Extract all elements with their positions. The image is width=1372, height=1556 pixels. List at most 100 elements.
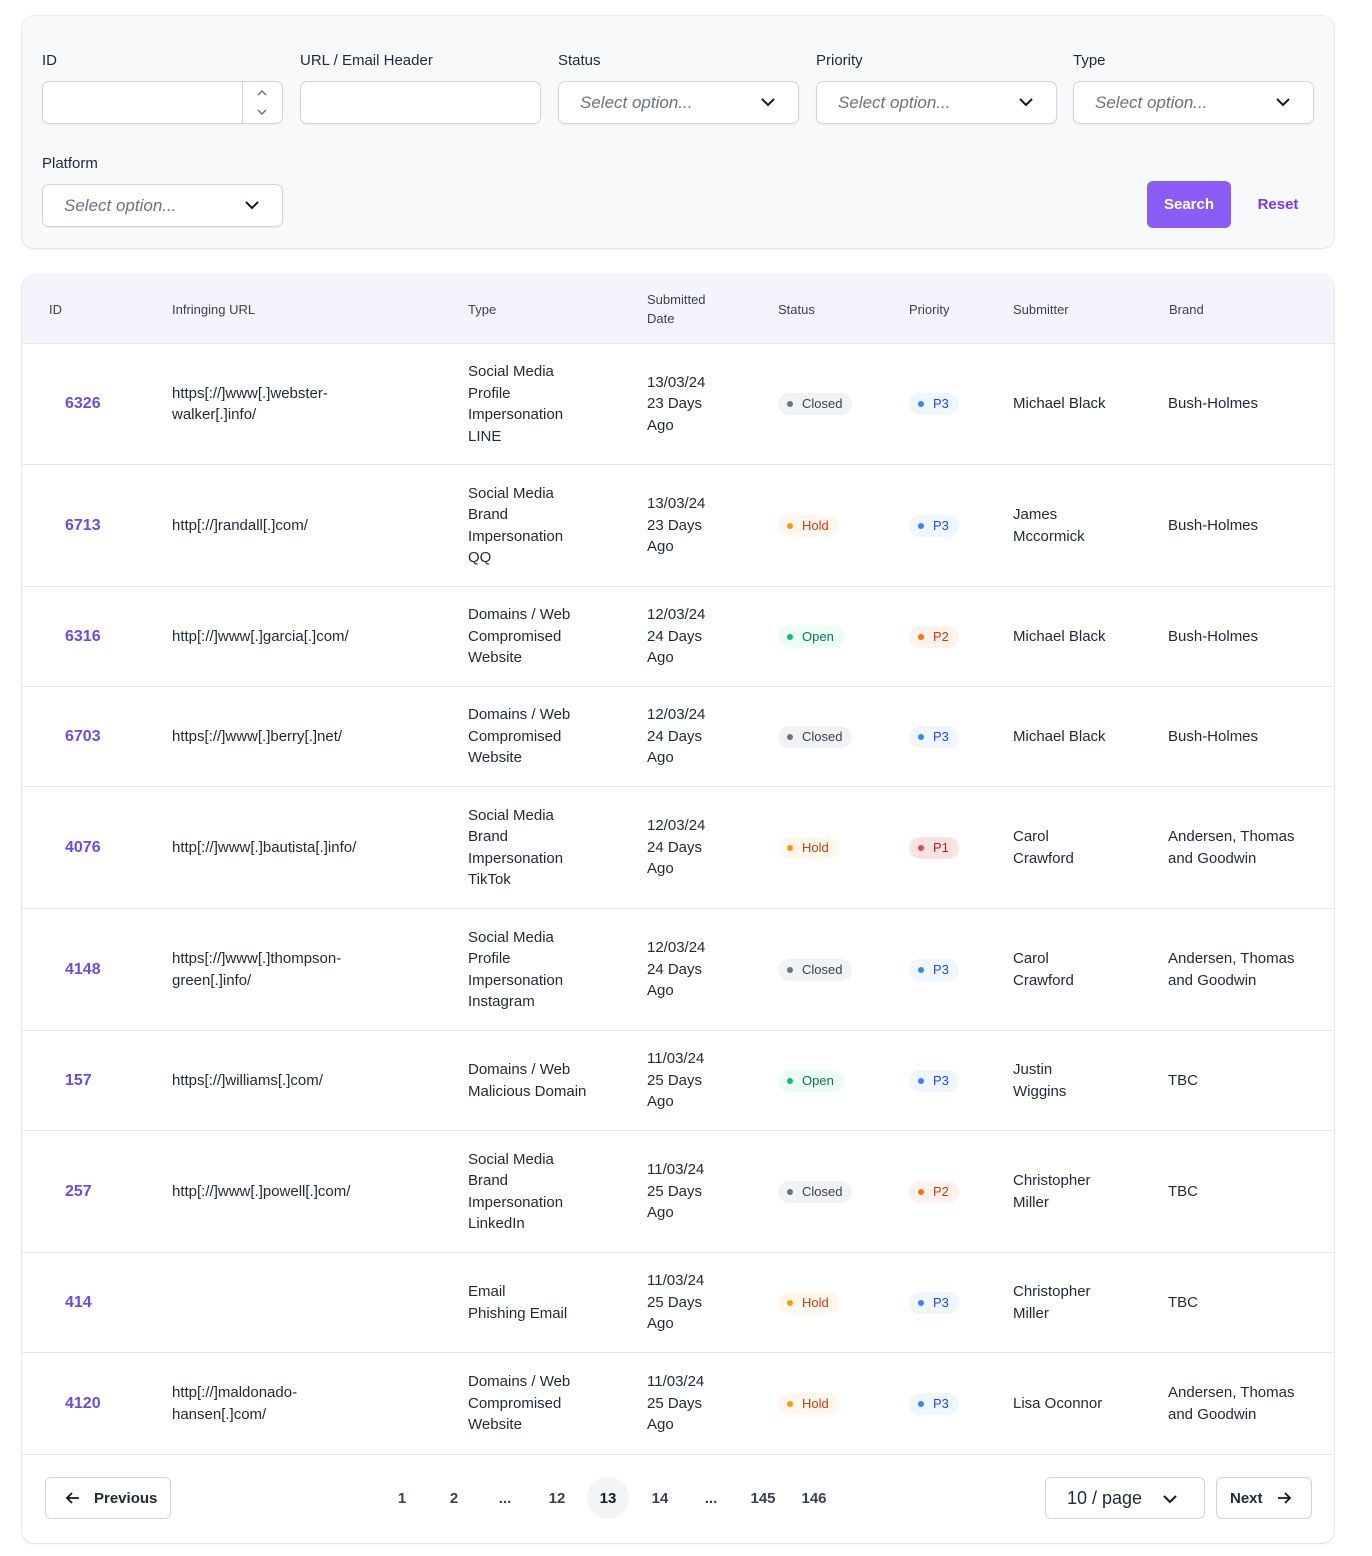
submitter-text: Carol Crawford [1013,828,1074,867]
cell-submitter: James Mccormick [1013,465,1163,586]
cell-id[interactable]: 6316 [65,587,165,686]
cell-id[interactable]: 414 [65,1253,165,1352]
table-row[interactable]: 6316 http[://]www[.]garcia[.]com/Domains … [22,587,1334,687]
table-row[interactable]: 6326 https[://]www[.]webster- walker[.]in… [22,344,1334,465]
status-dot-icon [787,733,793,740]
cell-id[interactable]: 6326 [65,344,165,464]
submitter-text: Christopher Miller [1013,1172,1091,1211]
priority-badge: P3 [909,393,959,415]
th-submitted-date[interactable]: Submitted Date [647,292,706,326]
case-id-link[interactable]: 257 [65,1182,92,1200]
th-brand[interactable]: Brand [1169,302,1204,317]
table-row[interactable]: 6703 https[://]www[.]berry[.]net/Domains … [22,687,1334,787]
type-text: Social Media Brand Impersonation LinkedI… [468,1150,564,1233]
page-number[interactable]: 1 [397,1489,407,1507]
case-id-link[interactable]: 6713 [65,516,101,534]
cell-submitter: Michael Black [1013,344,1163,464]
status-dot-icon [918,633,924,640]
cell-url: http[://]maldonado- hansen[.]com/ [172,1353,462,1454]
status-select[interactable]: Select option... [558,81,799,124]
case-id-link[interactable]: 6316 [65,627,101,645]
url-text: https[://]www[.]thompson- green[.]info/ [172,950,342,989]
brand-text: Andersen, Thomas and Goodwin [1168,950,1295,989]
table-row[interactable]: 414 Email Phishing Email 11/03/24 25 Days … [22,1253,1334,1353]
type-select[interactable]: Select option... [1073,81,1314,124]
id-filter-label: ID [42,52,57,69]
page-number[interactable]: 146 [801,1489,827,1507]
cell-date: 11/03/24 25 Days Ago [647,1253,772,1352]
date-text: 12/03/24 24 Days Ago [647,706,706,767]
chevron-down-icon [245,201,259,210]
brand-text: Andersen, Thomas and Goodwin [1168,1384,1295,1423]
th-submitter[interactable]: Submitter [1013,302,1069,317]
cell-priority: P2 [909,587,1009,686]
case-id-link[interactable]: 6703 [65,727,101,745]
case-id-link[interactable]: 414 [65,1293,92,1311]
cell-status: Hold [778,465,903,586]
cell-id[interactable]: 6703 [65,687,165,786]
cell-id[interactable]: 157 [65,1031,165,1130]
case-id-link[interactable]: 157 [65,1071,92,1089]
previous-button[interactable]: Previous [45,1477,171,1519]
table-row[interactable]: 4120 http[://]maldonado- hansen[.]com/Dom… [22,1353,1334,1455]
case-id-link[interactable]: 4076 [65,838,101,856]
brand-text: Andersen, Thomas and Goodwin [1168,828,1295,867]
next-button[interactable]: Next [1216,1477,1312,1519]
page-number[interactable]: 145 [750,1489,776,1507]
reset-button[interactable]: Reset [1257,196,1299,213]
cell-id[interactable]: 4120 [65,1353,165,1454]
priority-badge-label: P3 [933,1395,949,1411]
brand-text: TBC [1168,1293,1198,1311]
cell-status: Closed [778,687,903,786]
page-number[interactable]: 14 [651,1489,669,1507]
cell-url: https[://]www[.]webster- walker[.]info/ [172,344,462,464]
cell-brand: TBC [1168,1253,1334,1352]
cell-id[interactable]: 4148 [65,909,165,1030]
case-id-link[interactable]: 4120 [65,1394,101,1412]
page-number[interactable]: 2 [449,1489,459,1507]
date-text: 13/03/24 23 Days Ago [647,373,706,434]
chevron-down-icon[interactable] [256,108,268,116]
th-infringing-url[interactable]: Infringing URL [172,302,256,317]
th-priority[interactable]: Priority [909,302,950,317]
url-text: http[://]randall[.]com/ [172,516,308,534]
cell-id[interactable]: 257 [65,1131,165,1252]
cell-type: Domains / Web Compromised Website [468,687,638,786]
cell-id[interactable]: 6713 [65,465,165,586]
table-row[interactable]: 6713 http[://]randall[.]com/Social Media … [22,465,1334,587]
th-type[interactable]: Type [468,302,497,317]
id-stepper[interactable] [242,82,282,123]
table-row[interactable]: 157 https[://]williams[.]com/Domains / We… [22,1031,1334,1131]
status-badge: Hold [778,1392,839,1415]
cell-brand: TBC [1168,1031,1334,1130]
cell-priority: P3 [909,909,1009,1030]
th-status[interactable]: Status [778,302,815,317]
status-badge: Closed [778,1180,853,1203]
chevron-up-icon[interactable] [256,89,268,97]
case-id-link[interactable]: 6326 [65,395,101,413]
cell-id[interactable]: 4076 [65,787,165,908]
id-filter-input[interactable] [42,81,283,124]
table-row[interactable]: 257 http[://]www[.]powell[.]com/Social Me… [22,1131,1334,1253]
case-id-link[interactable]: 4148 [65,960,101,978]
page-number[interactable]: 12 [548,1489,566,1507]
cell-priority: P3 [909,1253,1009,1352]
table-row[interactable]: 4076 http[://]www[.]bautista[.]info/Socia… [22,787,1334,909]
priority-badge-label: P1 [933,839,949,855]
priority-select[interactable]: Select option... [816,81,1057,124]
priority-badge-label: P3 [933,517,949,533]
search-button[interactable]: Search [1147,181,1231,228]
status-filter-label: Status [558,52,601,69]
th-id[interactable]: ID [49,302,62,317]
url-filter-input[interactable] [300,81,541,124]
url-text: http[://]www[.]garcia[.]com/ [172,627,349,645]
status-dot-icon [787,633,793,640]
status-badge: Closed [778,393,853,415]
page-size-select[interactable]: 10 / page [1045,1477,1205,1519]
url-filter-label: URL / Email Header [300,52,433,69]
page-number[interactable]: 13 [587,1477,629,1519]
platform-select[interactable]: Select option... [42,184,283,227]
table-row[interactable]: 4148 https[://]www[.]thompson- green[.]in… [22,909,1334,1031]
cell-brand: Andersen, Thomas and Goodwin [1168,909,1334,1030]
date-text: 12/03/24 24 Days Ago [647,817,706,878]
